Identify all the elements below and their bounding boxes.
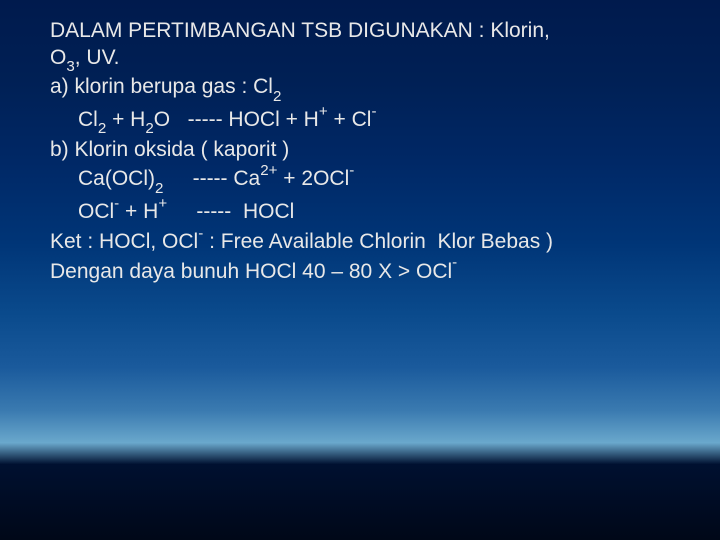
- line-2: O3, UV.: [50, 45, 690, 75]
- line-1: DALAM PERTIMBANGAN TSB DIGUNAKAN : Klori…: [50, 18, 690, 45]
- text: Cl: [78, 108, 98, 131]
- superscript: -: [371, 103, 376, 120]
- superscript: +: [158, 195, 167, 212]
- superscript: -: [349, 162, 354, 179]
- text: + H: [119, 200, 158, 223]
- text: + H: [106, 108, 145, 131]
- text: a) klorin berupa gas : Cl: [50, 75, 273, 98]
- subscript: 2: [145, 120, 153, 137]
- superscript: -: [452, 254, 457, 271]
- text: + 2OCl: [277, 167, 349, 190]
- slide-text: DALAM PERTIMBANGAN TSB DIGUNAKAN : Klori…: [50, 18, 690, 286]
- superscript: +: [319, 103, 328, 120]
- superscript: -: [114, 195, 119, 212]
- text: Dengan daya bunuh HOCl 40 – 80 X > OCl: [50, 260, 452, 283]
- line-8: Ket : HOCl, OCl- : Free Available Chlori…: [50, 226, 690, 256]
- text: DALAM PERTIMBANGAN TSB DIGUNAKAN : Klori…: [50, 19, 550, 42]
- subscript: 2: [273, 88, 281, 105]
- line-9: Dengan daya bunuh HOCl 40 – 80 X > OCl-: [50, 256, 690, 286]
- text: O: [50, 46, 66, 69]
- text: + Cl: [328, 108, 372, 131]
- subscript: 2: [98, 120, 106, 137]
- line-6: Ca(OCl)2 ----- Ca2+ + 2OCl-: [50, 163, 690, 196]
- line-5: b) Klorin oksida ( kaporit ): [50, 137, 690, 164]
- text: b) Klorin oksida ( kaporit ): [50, 138, 289, 161]
- text: Ket : HOCl, OCl: [50, 230, 198, 253]
- text: ----- HOCl: [167, 200, 294, 223]
- superscript: -: [198, 225, 203, 242]
- line-7: OCl- + H+ ----- HOCl: [50, 196, 690, 226]
- text: OCl: [78, 200, 114, 223]
- subscript: 3: [66, 58, 74, 75]
- text: O ----- HOCl + H: [154, 108, 319, 131]
- line-4: Cl2 + H2O ----- HOCl + H+ + Cl-: [50, 104, 690, 137]
- superscript: 2+: [260, 162, 277, 179]
- line-3: a) klorin berupa gas : Cl2: [50, 74, 690, 104]
- text: : Free Available Chlorin Klor Bebas ): [203, 230, 553, 253]
- text: , UV.: [75, 46, 120, 69]
- text: ----- Ca: [163, 167, 260, 190]
- text: Ca(OCl): [78, 167, 155, 190]
